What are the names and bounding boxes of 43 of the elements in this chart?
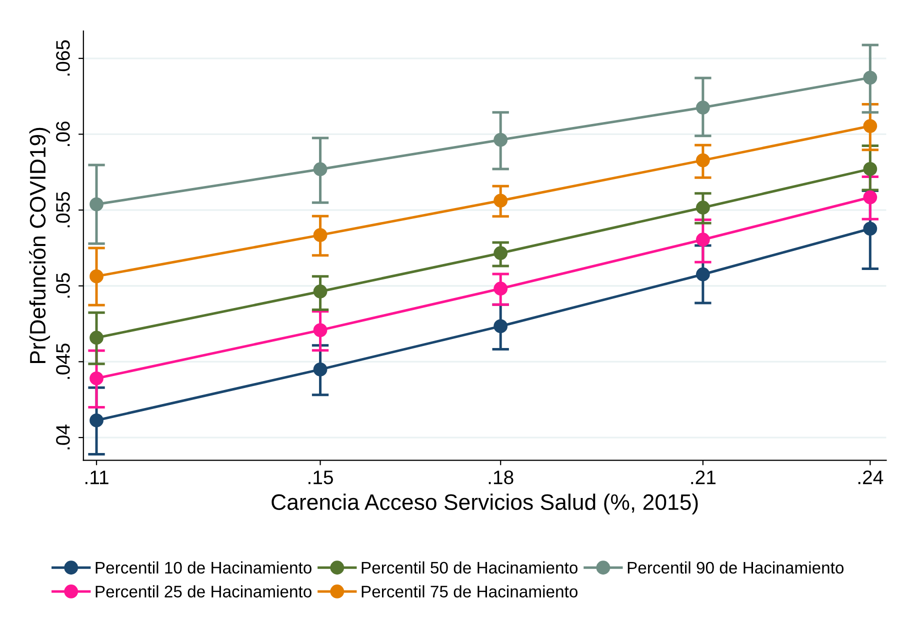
y-tick-label: .05 — [56, 273, 70, 298]
point — [863, 70, 878, 85]
x-tick-label: .18 — [488, 470, 514, 484]
point — [863, 222, 878, 236]
point — [696, 267, 710, 282]
legend-label: Percentil 90 de Hacinamiento — [628, 561, 844, 574]
point — [863, 162, 878, 176]
y-tick-label: .055 — [56, 192, 70, 228]
x-tick-label: .15 — [308, 470, 333, 484]
point — [313, 228, 328, 242]
x-axis-title: Carencia Acceso Servicios Salud (%, 2015) — [272, 494, 698, 514]
legend-label: Percentil 50 de Hacinamiento — [362, 561, 578, 574]
point — [313, 162, 328, 176]
point — [313, 284, 328, 298]
point — [863, 190, 878, 204]
x-tick-label: .21 — [691, 470, 716, 484]
legend-label: Percentil 10 de Hacinamiento — [96, 561, 312, 574]
point — [696, 232, 710, 247]
point — [313, 323, 328, 338]
point — [696, 153, 710, 168]
point — [494, 319, 508, 334]
y-tick-label: .045 — [56, 344, 70, 379]
point — [494, 246, 508, 260]
x-tick-label: .24 — [858, 470, 884, 484]
point — [90, 413, 104, 428]
x-tick-label: .11 — [85, 470, 108, 484]
point — [696, 200, 710, 215]
point — [90, 371, 104, 386]
point — [494, 282, 508, 296]
y-tick-label: .065 — [56, 40, 70, 76]
y-tick-label: .06 — [56, 122, 70, 146]
y-tick-label: .04 — [56, 424, 70, 450]
point — [494, 132, 508, 147]
point — [696, 100, 710, 114]
point — [313, 362, 328, 376]
legend-label: Percentil 75 de Hacinamiento — [362, 585, 578, 598]
legend-label: Percentil 25 de Hacinamiento — [96, 585, 312, 598]
y-axis-title: Pr(Defunción COVID19) — [29, 128, 50, 364]
point — [90, 197, 104, 212]
point — [90, 269, 104, 284]
point — [90, 330, 104, 345]
point — [494, 194, 508, 208]
point — [863, 119, 878, 133]
